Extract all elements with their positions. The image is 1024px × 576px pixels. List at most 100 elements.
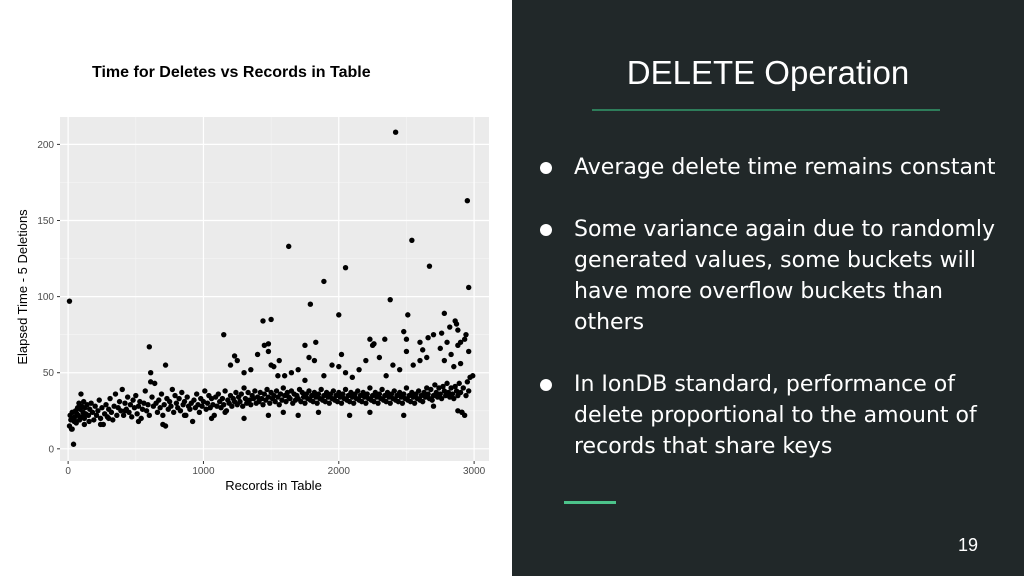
data-point (222, 388, 228, 394)
data-point (86, 418, 92, 425)
data-point (154, 409, 161, 415)
data-point (466, 388, 472, 394)
data-point (310, 398, 316, 405)
data-point (403, 348, 410, 355)
data-points (66, 129, 476, 447)
data-point (375, 400, 381, 406)
data-point (97, 415, 104, 422)
data-point (405, 312, 411, 318)
data-point (184, 394, 190, 400)
data-point (383, 373, 389, 379)
data-point (279, 397, 285, 403)
data-point (147, 370, 154, 376)
data-point (141, 400, 147, 406)
x-tick-label: 2000 (328, 466, 351, 477)
data-point (288, 370, 295, 376)
data-point (387, 296, 393, 303)
data-point (284, 389, 291, 396)
data-point (147, 379, 154, 385)
axis-ticks: 0 1000 2000 3000 0 50 100 150 200 (37, 140, 485, 477)
data-point (85, 412, 92, 419)
data-point (268, 316, 274, 323)
data-point (448, 385, 454, 391)
data-point (433, 389, 439, 396)
data-point (200, 398, 207, 405)
data-point (95, 408, 101, 414)
data-point (401, 328, 407, 335)
data-point (336, 312, 342, 318)
data-point (193, 391, 200, 397)
data-point (248, 366, 254, 373)
data-point (295, 412, 301, 419)
data-point (254, 394, 261, 400)
data-point (214, 403, 220, 409)
y-tick-label: 150 (37, 216, 54, 227)
data-point (315, 391, 322, 397)
bullet-list: Average delete time remains constant Som… (540, 152, 1010, 493)
data-point (130, 397, 136, 403)
data-point (295, 366, 301, 373)
data-point (457, 360, 464, 367)
data-point (203, 406, 209, 412)
data-point (342, 370, 349, 376)
data-point (69, 426, 75, 432)
data-point (120, 412, 127, 419)
data-point (448, 351, 454, 358)
y-axis-label: Elapsed Time - 5 Deletions (15, 209, 30, 365)
data-point (457, 389, 464, 396)
data-point (348, 389, 354, 396)
data-point (66, 298, 73, 304)
data-point (261, 342, 268, 349)
content-panel: DELETE Operation Average delete time rem… (512, 0, 1024, 576)
data-point (276, 357, 282, 364)
data-point (81, 415, 88, 422)
data-point (455, 408, 461, 414)
data-point (311, 357, 318, 364)
data-point (176, 395, 182, 402)
data-point (342, 264, 349, 271)
slide-title: DELETE Operation (626, 54, 910, 91)
data-point (166, 398, 173, 405)
data-point (222, 409, 228, 415)
data-point (227, 362, 234, 368)
data-point (438, 395, 445, 402)
data-point (452, 383, 458, 390)
data-point (464, 198, 471, 204)
data-point (321, 373, 327, 379)
data-point (242, 395, 249, 402)
data-point (326, 400, 333, 406)
data-point (425, 391, 431, 397)
data-point (466, 348, 472, 355)
data-point (245, 389, 251, 396)
data-point (126, 409, 132, 415)
data-point (338, 400, 345, 406)
data-point (306, 388, 312, 394)
data-point (146, 344, 153, 350)
data-point (359, 398, 365, 405)
data-point (302, 400, 308, 406)
data-point (196, 409, 203, 415)
data-point (88, 400, 94, 406)
x-tick-label: 3000 (463, 466, 486, 477)
data-point (276, 401, 282, 408)
data-point (280, 409, 286, 415)
data-point (272, 398, 278, 405)
data-point (283, 398, 289, 405)
data-point (160, 412, 166, 419)
data-point (139, 406, 146, 412)
data-point (273, 388, 280, 394)
data-point (346, 412, 353, 419)
data-point (417, 357, 423, 364)
title-underline (592, 109, 940, 111)
data-point (173, 400, 180, 406)
data-point (103, 401, 109, 408)
data-point (246, 397, 253, 403)
data-point (298, 398, 304, 405)
data-point (463, 331, 469, 338)
data-point (437, 345, 443, 352)
data-point (451, 395, 457, 402)
data-point (425, 335, 431, 341)
data-point (275, 373, 281, 379)
bullet-text: In IonDB standard, performance of delete… (574, 372, 977, 459)
data-point (134, 411, 140, 417)
